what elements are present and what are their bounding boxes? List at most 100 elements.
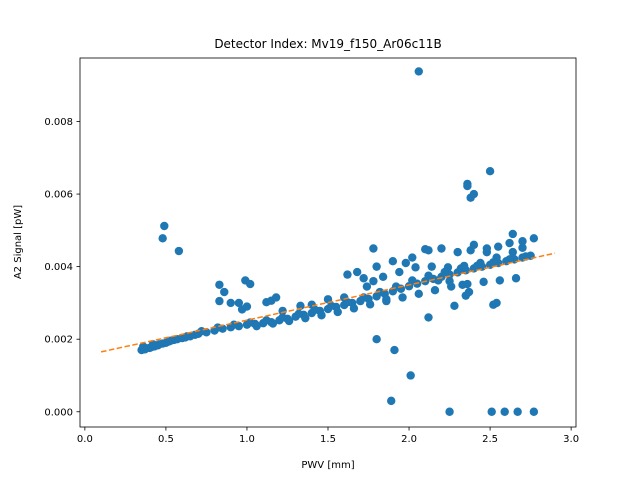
data-point	[139, 342, 148, 351]
data-point	[408, 253, 417, 262]
x-axis: 0.0 0.5 1.0 1.5 2.0 2.5 3.0	[77, 427, 579, 445]
data-point	[445, 276, 454, 286]
data-point	[508, 247, 517, 257]
data-point	[349, 304, 359, 313]
data-point	[453, 247, 462, 257]
data-point	[215, 296, 224, 306]
data-point	[158, 234, 167, 243]
data-point	[166, 336, 175, 345]
data-point	[463, 181, 472, 191]
data-point	[362, 282, 372, 291]
y-tick-label: 0.006	[44, 190, 73, 201]
data-point	[333, 307, 342, 317]
data-point	[215, 280, 224, 289]
data-point	[148, 340, 158, 349]
data-point	[278, 313, 287, 322]
data-point	[500, 407, 509, 416]
data-point	[469, 189, 479, 199]
data-point	[421, 245, 430, 254]
data-point	[388, 256, 398, 266]
data-point	[469, 240, 479, 250]
data-point	[327, 301, 336, 311]
data-point	[511, 274, 521, 283]
data-point	[450, 301, 459, 311]
data-point	[382, 295, 391, 304]
data-point	[294, 309, 304, 318]
data-point	[424, 313, 433, 322]
data-point	[369, 244, 378, 253]
data-point	[476, 258, 485, 268]
y-tick-label: 0.000	[44, 407, 73, 418]
data-point	[262, 316, 271, 325]
data-point	[459, 261, 469, 271]
data-point	[464, 287, 474, 297]
data-point	[252, 321, 261, 331]
data-point	[406, 371, 415, 380]
data-point	[414, 67, 423, 76]
data-point	[387, 396, 396, 406]
data-point	[518, 243, 527, 252]
data-point	[378, 272, 388, 281]
data-point	[494, 242, 503, 251]
data-point	[424, 271, 433, 280]
data-point	[220, 287, 229, 297]
data-point	[369, 276, 378, 286]
data-point	[359, 274, 368, 283]
x-tick-label: 3.0	[563, 434, 579, 445]
data-point	[443, 263, 453, 272]
data-point	[372, 334, 381, 344]
y-axis-label: A2 Signal [pW]	[13, 205, 24, 279]
fit-line	[100, 252, 556, 353]
data-point	[343, 270, 352, 279]
data-point	[246, 318, 255, 327]
data-points	[137, 67, 539, 416]
data-point	[492, 253, 501, 262]
data-point	[301, 313, 310, 323]
x-axis-label: PWV [mm]	[301, 460, 354, 471]
data-point	[160, 221, 169, 231]
data-point	[411, 263, 420, 272]
y-tick-label: 0.002	[44, 335, 73, 346]
data-point	[372, 262, 381, 271]
data-point	[529, 234, 539, 243]
x-tick-label: 0.5	[158, 434, 174, 445]
data-point	[234, 298, 244, 308]
data-point	[485, 167, 495, 176]
axes-frame	[79, 57, 577, 428]
data-point	[352, 267, 362, 277]
data-point	[505, 255, 514, 264]
data-point	[427, 262, 436, 271]
data-point	[365, 300, 375, 309]
data-point	[508, 229, 517, 239]
y-tick-label: 0.004	[44, 262, 73, 273]
data-point	[398, 293, 407, 302]
data-point	[518, 237, 527, 246]
data-point	[174, 246, 184, 256]
data-point	[268, 319, 278, 328]
data-point	[529, 407, 539, 416]
data-point	[513, 407, 522, 416]
data-point	[271, 293, 281, 302]
data-point	[246, 279, 255, 289]
x-tick-label: 0.0	[77, 434, 93, 445]
x-tick-label: 1.0	[239, 434, 255, 445]
data-point	[408, 276, 417, 285]
y-axis: 0.000 0.002 0.004 0.006 0.008	[44, 117, 80, 418]
data-point	[487, 407, 496, 416]
data-point	[458, 280, 467, 289]
data-point	[437, 244, 446, 253]
data-point	[278, 306, 287, 316]
data-point	[182, 332, 192, 341]
data-point	[445, 407, 454, 416]
data-point	[505, 238, 514, 248]
x-tick-label: 2.5	[482, 434, 498, 445]
data-point	[226, 298, 235, 308]
chart-title: Detector Index: Mv19_f150_Ar06c11B	[214, 37, 441, 51]
data-point	[340, 293, 349, 302]
data-point	[395, 267, 404, 277]
data-point	[296, 301, 305, 311]
data-point	[482, 247, 492, 257]
data-point	[492, 298, 501, 308]
y-tick-label: 0.008	[44, 117, 73, 128]
